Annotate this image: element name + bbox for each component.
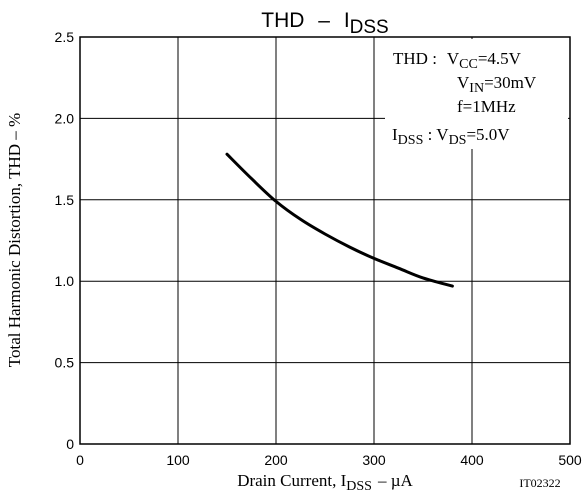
chart-title: THD – IDSS	[261, 9, 388, 38]
x-axis-label-sub: DSS	[346, 479, 372, 494]
y-tick-labels: 0 0.5 1.0 1.5 2.0 2.5	[55, 29, 75, 452]
y-tick-label: 1.5	[55, 192, 75, 208]
vds-sub: DS	[449, 133, 467, 148]
thd-label: THD :	[393, 49, 437, 68]
chart-title-text: THD	[261, 9, 304, 32]
vcc-symbol: V	[447, 49, 460, 68]
x-tick-label: 0	[76, 452, 84, 468]
vin-symbol: V	[457, 73, 470, 92]
vds-symbol: V	[436, 125, 449, 144]
conditions-box	[385, 39, 568, 149]
y-axis-label: Total Harmonic Distortion, THD – %	[5, 113, 24, 367]
x-tick-labels: 0 100 200 300 400 500	[76, 452, 582, 468]
thd-condition-freq: f=1MHz	[457, 97, 516, 116]
vds-value: =5.0V	[466, 125, 510, 144]
thd-condition-vcc: THD : VCC=4.5V	[393, 49, 522, 72]
x-tick-label: 200	[264, 452, 288, 468]
y-tick-label: 2.0	[55, 110, 75, 126]
vcc-sub: CC	[459, 57, 478, 72]
y-tick-label: 0	[66, 436, 74, 452]
plot-frame	[79, 36, 571, 445]
x-axis-label: Drain Current, IDSS – µA	[237, 471, 413, 494]
idss-symbol: I	[392, 125, 398, 144]
thd-curve	[225, 152, 454, 288]
chart-title-symbol: I	[344, 9, 350, 32]
figure-id: IT02322	[519, 476, 560, 490]
x-tick-label: 300	[362, 452, 386, 468]
x-tick-label: 400	[460, 452, 484, 468]
vin-value: =30mV	[484, 73, 537, 92]
x-tick-label: 100	[166, 452, 190, 468]
x-axis-label-unit: – µA	[377, 471, 414, 490]
idss-sep: :	[423, 125, 436, 144]
chart-title-dash: –	[318, 9, 330, 32]
x-tick-label: 500	[558, 452, 582, 468]
thd-condition-vin: VIN=30mV	[457, 73, 537, 96]
idss-sub: DSS	[398, 133, 424, 148]
x-axis-label-prefix: Drain Current, I	[237, 471, 346, 490]
chart-title-symbol-sub: DSS	[350, 17, 389, 38]
y-tick-label: 0.5	[55, 355, 75, 371]
y-tick-label: 1.0	[55, 273, 75, 289]
y-tick-label: 2.5	[55, 29, 75, 45]
vin-sub: IN	[469, 81, 484, 96]
idss-condition: IDSS : VDS=5.0V	[392, 125, 510, 148]
vcc-value: =4.5V	[478, 49, 522, 68]
conditions-annotation: THD : VCC=4.5V VIN=30mV f=1MHz IDSS : VD…	[385, 39, 568, 149]
